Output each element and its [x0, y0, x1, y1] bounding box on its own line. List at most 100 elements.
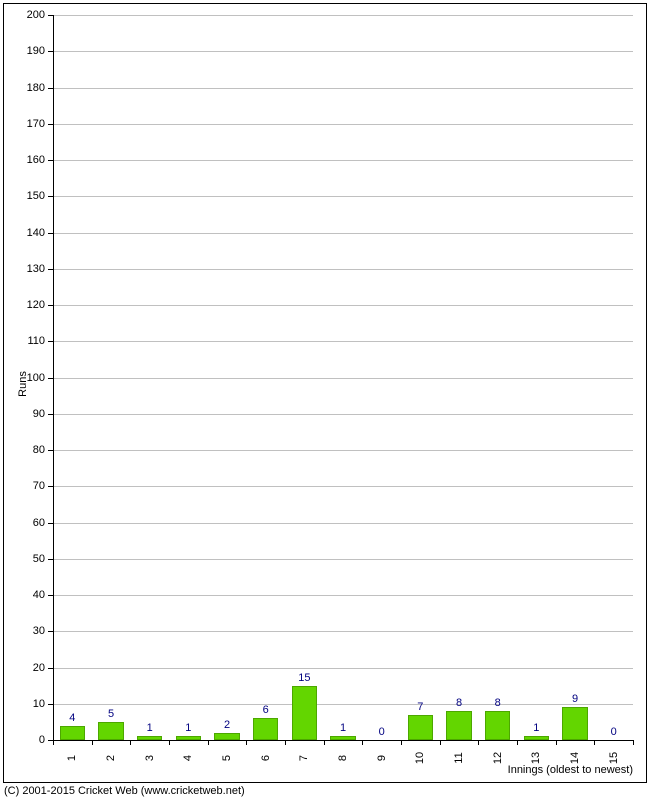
bar-chart: Runs Innings (oldest to newest) (C) 2001… [0, 0, 650, 800]
x-tick-label: 3 [144, 755, 156, 761]
gridline [53, 269, 633, 270]
y-tick-label: 50 [0, 553, 45, 565]
bar [176, 736, 201, 740]
gridline [53, 15, 633, 16]
bar-value-label: 1 [340, 722, 346, 734]
x-tick-mark [169, 740, 170, 745]
x-tick-label: 7 [298, 755, 310, 761]
x-tick-mark [208, 740, 209, 745]
bar [408, 715, 433, 740]
x-axis-title: Innings (oldest to newest) [508, 764, 633, 776]
bar-value-label: 2 [224, 719, 230, 731]
gridline [53, 233, 633, 234]
x-tick-mark [285, 740, 286, 745]
gridline [53, 341, 633, 342]
x-tick-mark [401, 740, 402, 745]
y-tick-label: 110 [0, 335, 45, 347]
x-tick-mark [478, 740, 479, 745]
x-tick-label: 15 [608, 752, 620, 764]
plot-area [53, 15, 633, 740]
bar [330, 736, 355, 740]
y-tick-label: 170 [0, 118, 45, 130]
bar-value-label: 1 [185, 722, 191, 734]
bar-value-label: 7 [417, 701, 423, 713]
x-tick-mark [246, 740, 247, 745]
x-tick-label: 14 [569, 752, 581, 764]
gridline [53, 414, 633, 415]
x-tick-label: 1 [66, 755, 78, 761]
y-tick-label: 190 [0, 45, 45, 57]
x-tick-mark [517, 740, 518, 745]
gridline [53, 704, 633, 705]
bar [485, 711, 510, 740]
bar-value-label: 1 [533, 722, 539, 734]
bar-value-label: 1 [147, 722, 153, 734]
gridline [53, 523, 633, 524]
gridline [53, 668, 633, 669]
y-tick-label: 140 [0, 227, 45, 239]
bar [60, 726, 85, 741]
y-tick-label: 150 [0, 190, 45, 202]
gridline [53, 595, 633, 596]
gridline [53, 450, 633, 451]
y-tick-label: 20 [0, 662, 45, 674]
gridline [53, 88, 633, 89]
y-tick-label: 90 [0, 408, 45, 420]
bar-value-label: 8 [495, 697, 501, 709]
y-tick-label: 180 [0, 82, 45, 94]
y-tick-label: 60 [0, 517, 45, 529]
gridline [53, 486, 633, 487]
bar [137, 736, 162, 740]
bar-value-label: 6 [263, 704, 269, 716]
y-tick-label: 10 [0, 698, 45, 710]
bar [292, 686, 317, 740]
gridline [53, 51, 633, 52]
bar [524, 736, 549, 740]
bar-value-label: 9 [572, 693, 578, 705]
gridline [53, 559, 633, 560]
x-axis-line [53, 740, 633, 741]
y-tick-label: 80 [0, 444, 45, 456]
bar [214, 733, 239, 740]
y-tick-label: 200 [0, 9, 45, 21]
x-tick-label: 6 [260, 755, 272, 761]
x-tick-label: 9 [376, 755, 388, 761]
y-tick-label: 100 [0, 372, 45, 384]
copyright-text: (C) 2001-2015 Cricket Web (www.cricketwe… [4, 785, 245, 797]
x-tick-mark [130, 740, 131, 745]
x-tick-mark [594, 740, 595, 745]
y-tick-label: 0 [0, 734, 45, 746]
gridline [53, 378, 633, 379]
x-tick-label: 13 [530, 752, 542, 764]
x-tick-mark [324, 740, 325, 745]
x-tick-label: 12 [492, 752, 504, 764]
x-tick-mark [92, 740, 93, 745]
bar-value-label: 4 [69, 712, 75, 724]
gridline [53, 631, 633, 632]
gridline [53, 160, 633, 161]
x-tick-mark [53, 740, 54, 745]
bar-value-label: 5 [108, 708, 114, 720]
gridline [53, 196, 633, 197]
x-tick-mark [556, 740, 557, 745]
bar [98, 722, 123, 740]
bar-value-label: 0 [611, 726, 617, 738]
y-tick-label: 130 [0, 263, 45, 275]
x-tick-label: 5 [221, 755, 233, 761]
x-tick-label: 4 [182, 755, 194, 761]
bar-value-label: 15 [298, 672, 310, 684]
y-tick-label: 40 [0, 589, 45, 601]
bar [253, 718, 278, 740]
bar [446, 711, 471, 740]
x-tick-label: 2 [105, 755, 117, 761]
gridline [53, 124, 633, 125]
y-tick-label: 120 [0, 299, 45, 311]
bar-value-label: 0 [379, 726, 385, 738]
x-tick-mark [362, 740, 363, 745]
bar [562, 707, 587, 740]
gridline [53, 305, 633, 306]
y-tick-label: 30 [0, 625, 45, 637]
x-tick-label: 10 [414, 752, 426, 764]
y-tick-label: 70 [0, 480, 45, 492]
y-tick-label: 160 [0, 154, 45, 166]
